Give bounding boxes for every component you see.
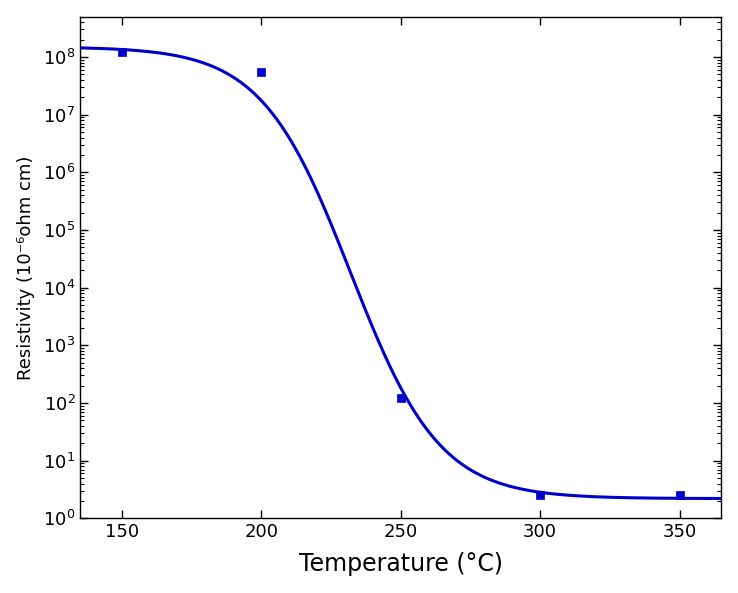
Y-axis label: Resistivity (10⁻⁶ohm cm): Resistivity (10⁻⁶ohm cm): [17, 155, 35, 380]
X-axis label: Temperature (°C): Temperature (°C): [299, 552, 503, 576]
